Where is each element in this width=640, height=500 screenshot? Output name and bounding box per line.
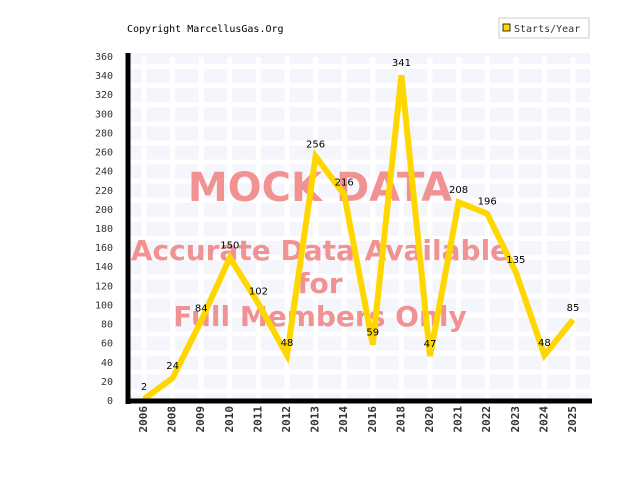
x-tick-label: 2008	[166, 406, 179, 433]
value-label: 102	[249, 287, 268, 298]
value-label: 84	[195, 304, 208, 315]
value-label: 135	[506, 255, 525, 266]
legend-label: Starts/Year	[514, 24, 580, 35]
value-label: 48	[538, 338, 551, 349]
x-tick-label: 2009	[194, 406, 207, 433]
y-tick-label: 60	[101, 339, 113, 350]
x-tick-label: 2013	[309, 406, 322, 433]
y-tick-label: 260	[95, 148, 113, 159]
legend-box	[498, 17, 590, 39]
x-tick-label: 2012	[280, 406, 293, 433]
x-tick-label: 2016	[366, 406, 379, 433]
y-tick-label: 40	[101, 358, 113, 369]
y-tick-label: 220	[95, 186, 113, 197]
x-tick-label: 2014	[337, 406, 350, 433]
value-label: 2	[141, 382, 147, 393]
y-tick-label: 0	[107, 396, 113, 407]
value-label: 341	[392, 58, 411, 69]
x-tick-label: 2025	[566, 406, 579, 433]
legend-swatch	[502, 23, 511, 32]
x-tick-label: 2020	[423, 406, 436, 433]
y-tick-label: 100	[95, 300, 113, 311]
value-label: 150	[220, 241, 239, 252]
value-label: 256	[306, 139, 325, 150]
x-tick-label: 2018	[394, 406, 407, 433]
x-tick-label: 2023	[509, 406, 522, 433]
y-tick-label: 80	[101, 320, 113, 331]
value-label: 85	[567, 303, 580, 314]
y-tick-label: 20	[101, 377, 113, 388]
data-line	[142, 74, 576, 402]
watermark: Full Members Only	[173, 300, 466, 333]
y-tick-label: 200	[95, 205, 113, 216]
x-tick-label: 2006	[137, 406, 150, 433]
x-tick-label: 2022	[480, 406, 493, 433]
value-label: 216	[335, 178, 354, 189]
y-tick-label: 140	[95, 262, 113, 273]
x-tick-label: 2024	[537, 406, 550, 433]
y-tick-label: 180	[95, 224, 113, 235]
x-tick-label: 2011	[251, 406, 264, 433]
value-label: 48	[281, 338, 294, 349]
x-tick-label: 2021	[452, 406, 465, 433]
value-label: 47	[424, 339, 437, 350]
watermark: for	[297, 267, 342, 300]
value-label: 208	[449, 185, 468, 196]
y-tick-label: 280	[95, 128, 113, 139]
watermark: MOCK DATA	[188, 165, 452, 211]
y-tick-label: 340	[95, 71, 113, 82]
y-tick-label: 120	[95, 281, 113, 292]
y-tick-label: 240	[95, 167, 113, 178]
value-label: 59	[366, 328, 379, 339]
plot-area	[128, 53, 590, 401]
y-tick-label: 160	[95, 243, 113, 254]
y-tick-label: 360	[95, 52, 113, 63]
x-tick-label: 2010	[223, 406, 236, 433]
chart-title: Copyright MarcellusGas.Org	[127, 24, 284, 35]
y-tick-label: 320	[95, 90, 113, 101]
value-label: 196	[478, 197, 497, 208]
y-tick-label: 300	[95, 109, 113, 120]
value-label: 24	[166, 361, 179, 372]
